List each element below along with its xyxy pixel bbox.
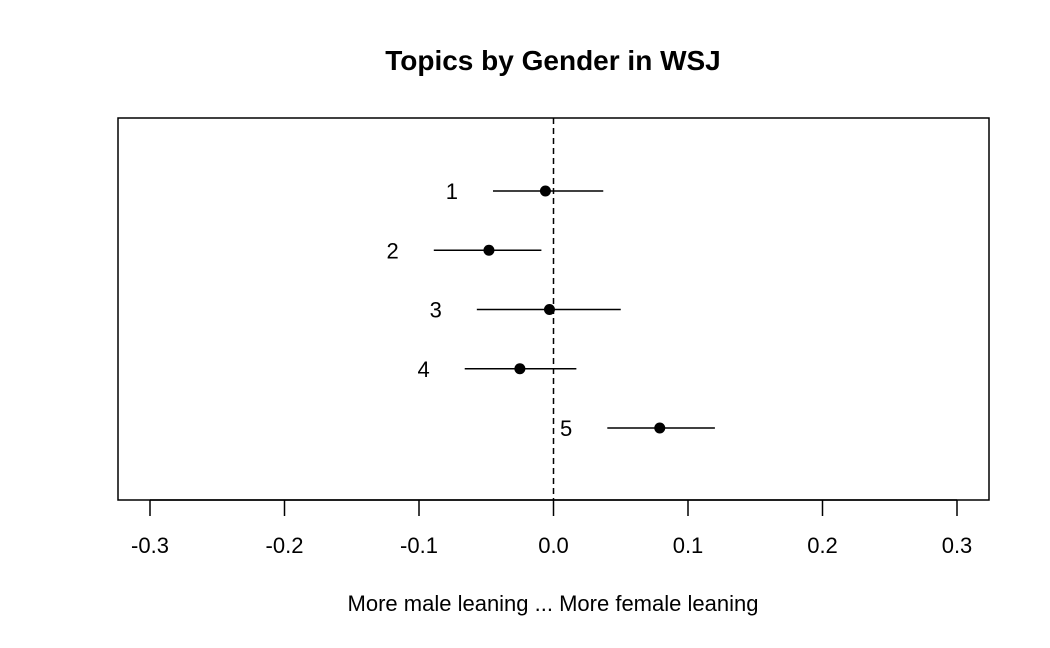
topic-label-1: 1 [446, 179, 458, 204]
x-tick-label: 0.1 [673, 533, 704, 558]
x-tick-label: 0.2 [807, 533, 838, 558]
topic-label-4: 4 [417, 357, 429, 382]
estimate-marks: 1 2 3 4 5 [387, 179, 715, 441]
x-axis-label: More male leaning ... More female leanin… [348, 591, 759, 616]
estimate-point-3 [543, 304, 555, 315]
x-tick-label: -0.2 [266, 533, 304, 558]
estimate-point-4 [514, 363, 526, 375]
x-tick-label: 0.3 [942, 533, 973, 558]
estimate-point-5 [654, 422, 666, 434]
x-tick-label: -0.3 [131, 533, 169, 558]
topic-label-2: 2 [387, 238, 399, 263]
topic-label-5: 5 [560, 416, 572, 441]
estimate-point-1 [539, 185, 551, 197]
x-tick-label: -0.1 [400, 533, 438, 558]
x-tick-label: 0.0 [538, 533, 569, 558]
estimate-point-2 [483, 244, 495, 256]
topic-label-3: 3 [430, 298, 442, 323]
chart-title: Topics by Gender in WSJ [385, 45, 721, 76]
x-axis: -0.3 -0.2 -0.1 0.0 0.1 0.2 0.3 [131, 499, 973, 558]
